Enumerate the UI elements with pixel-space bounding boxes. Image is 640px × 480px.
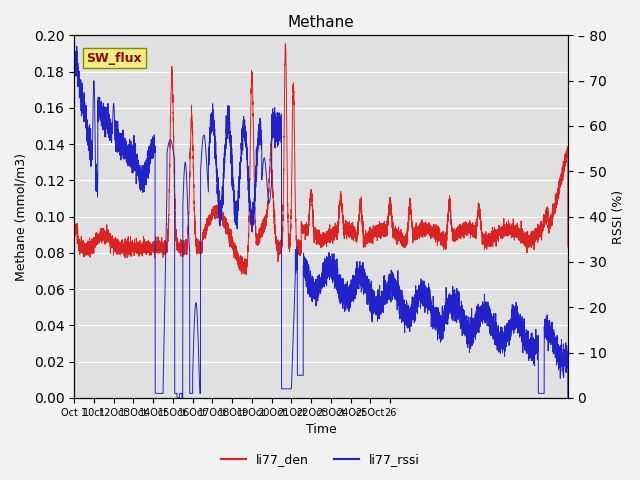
Y-axis label: RSSI (%): RSSI (%) — [612, 190, 625, 244]
Y-axis label: Methane (mmol/m3): Methane (mmol/m3) — [15, 153, 28, 281]
Legend: li77_den, li77_rssi: li77_den, li77_rssi — [216, 448, 424, 471]
Title: Methane: Methane — [287, 15, 355, 30]
Text: SW_flux: SW_flux — [86, 52, 142, 65]
X-axis label: Time: Time — [306, 423, 337, 436]
